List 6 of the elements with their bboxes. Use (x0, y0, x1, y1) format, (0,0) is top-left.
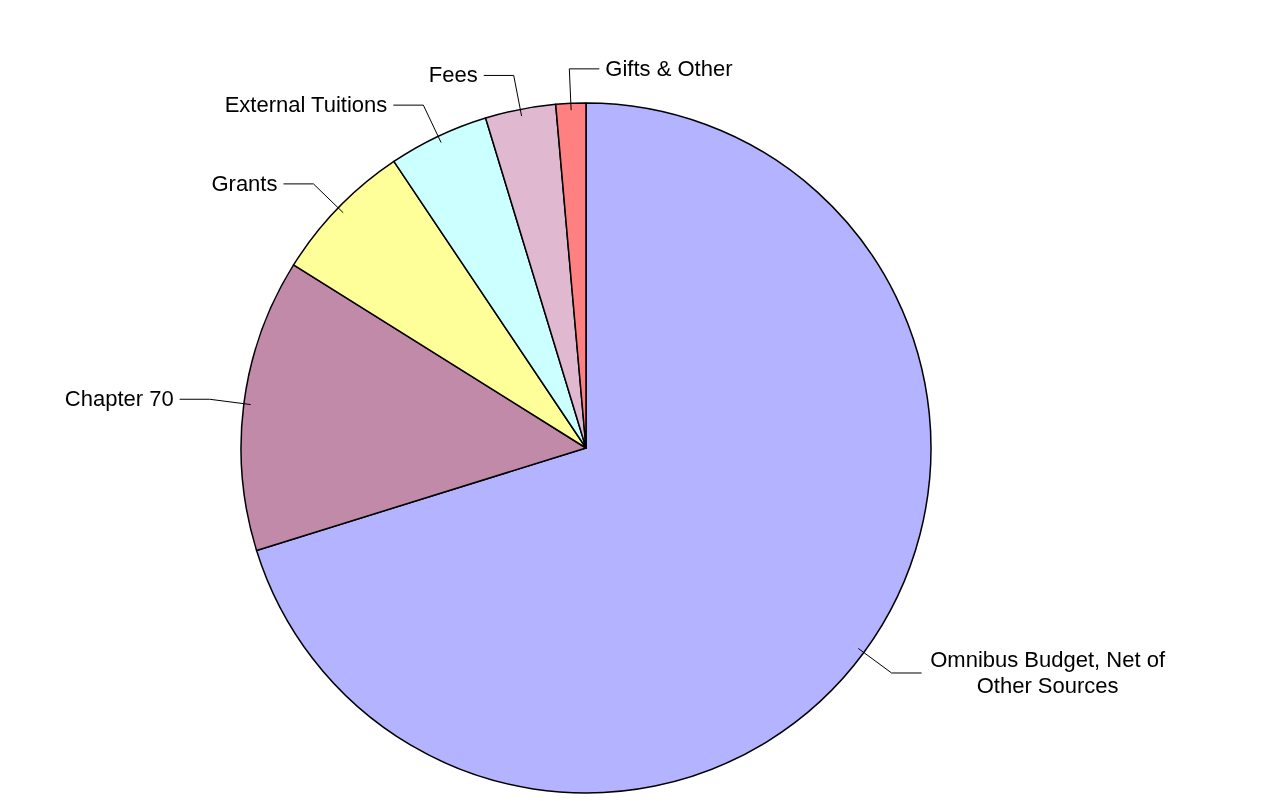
slice-label: Omnibus Budget, Net of Other Sources (930, 646, 1166, 698)
slice-label: External Tuitions (224, 92, 388, 118)
slice-label: Fees (428, 62, 478, 88)
slice-label: Chapter 70 (64, 386, 174, 412)
slice-label: Grants (211, 170, 278, 196)
slice-label: Gifts & Other (605, 55, 733, 81)
